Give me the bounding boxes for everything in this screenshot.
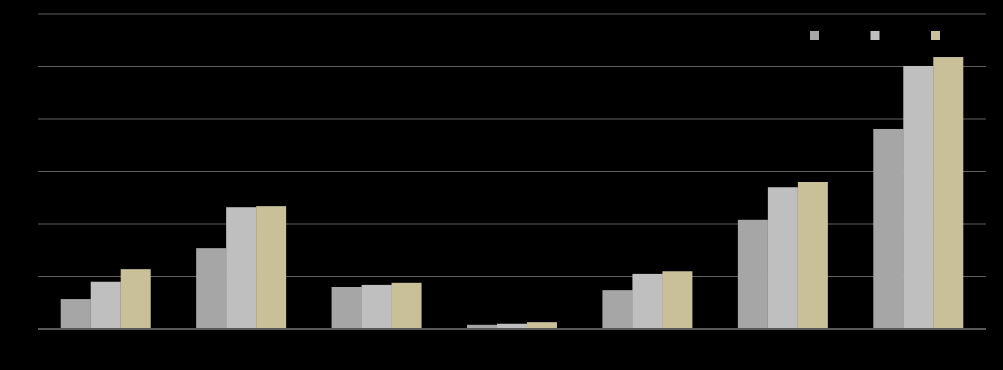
bar [497,323,527,329]
bar [361,284,392,329]
bar [196,248,227,329]
bar [467,324,497,329]
legend-swatch [810,31,819,40]
bar [662,271,693,329]
bar [90,281,121,329]
bar [933,57,964,330]
bar [256,206,287,329]
bar [391,282,422,329]
bar [903,65,934,329]
bar [120,269,151,329]
bar [60,299,91,329]
bar [527,322,557,329]
bar [602,290,633,329]
bar [226,207,257,329]
legend-swatch [931,31,940,40]
bar [737,219,768,329]
bar [767,187,798,329]
bar [331,287,362,329]
legend-swatch [870,31,880,40]
bar [873,128,904,329]
bar [632,273,663,329]
bar [797,182,828,329]
